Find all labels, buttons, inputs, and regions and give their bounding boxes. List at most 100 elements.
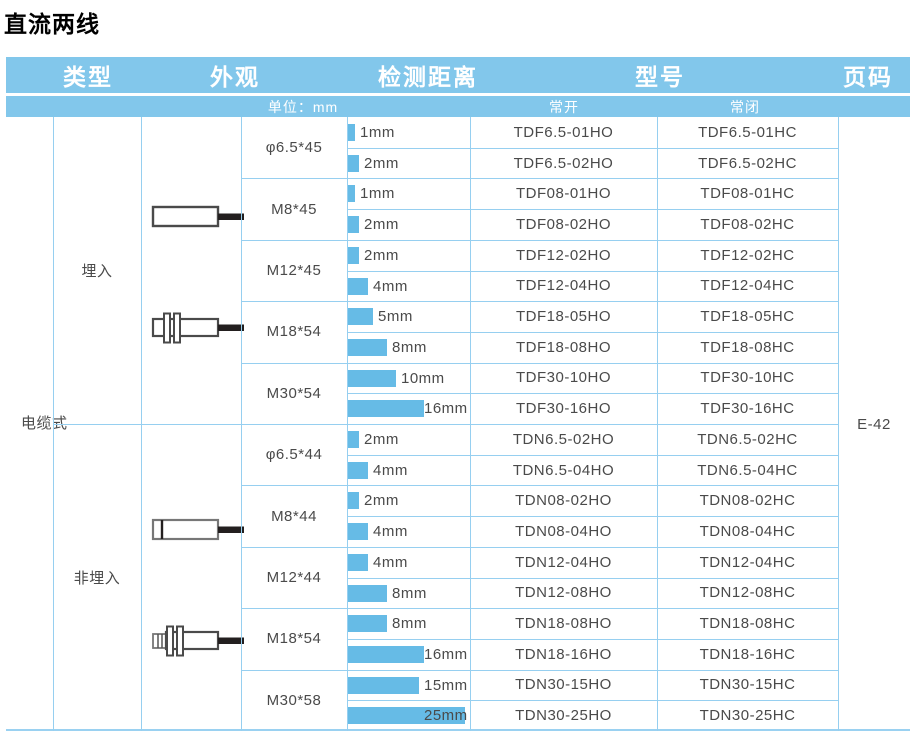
model-nc-cell: TDN12-04HC [699,553,796,571]
distance-bar [348,400,424,418]
distance-label: 4mm [373,461,408,479]
group-divider [241,178,838,180]
distance-bar [348,676,419,694]
group-divider [241,301,838,303]
model-nc-cell: TDF30-10HC [700,369,795,387]
distance-bar [348,216,359,234]
table-subheader: 单位：mm 常开 常闭 [6,96,910,117]
table-bottom-border [6,729,910,731]
sensor-flush-threaded-drawing [151,312,244,344]
model-nc-cell: TDF30-16HC [700,400,795,418]
distance-bar [348,707,465,725]
distance-label: 4mm [373,277,408,295]
model-no-cell: TDF08-02HO [515,215,612,233]
size-cell: φ6.5*44 [265,446,323,464]
group-divider [241,239,838,241]
model-no-cell: TDN12-08HO [515,584,612,602]
model-no-cell: TDN18-08HO [515,615,612,633]
header-page: 页码 [843,64,893,90]
model-no-cell: TDF12-04HO [515,277,612,295]
distance-label: 16mm [424,400,468,418]
mount-cell-non-flush: 非埋入 [73,570,121,587]
group-divider [241,546,838,548]
distance-bar [348,124,355,141]
distance-label: 15mm [424,676,468,694]
model-nc-cell: TDF6.5-01HC [698,123,797,141]
sensor-non-flush-threaded-drawing [152,625,244,657]
model-no-cell: TDN30-25HO [515,707,612,725]
distance-label: 1mm [360,124,395,141]
row-divider [347,700,838,702]
model-nc-cell: TDN18-08HC [699,615,796,633]
model-no-cell: TDN18-16HO [515,645,612,663]
row-divider [347,147,838,149]
distance-label: 8mm [392,584,427,602]
size-cell: M8*44 [271,507,317,525]
row-divider [347,270,838,272]
row-divider [347,577,838,579]
distance-bar [348,246,359,264]
header-appearance: 外观 [210,64,260,90]
category-label: 电缆式 [21,415,68,432]
subheader-unit: 单位：mm [267,98,339,115]
size-cell: M30*54 [266,384,322,402]
header-type: 类型 [63,64,113,90]
distance-label: 2mm [364,246,399,264]
distance-bar [348,461,368,479]
group-divider [241,608,838,610]
model-nc-cell: TDF12-02HC [700,246,795,264]
size-cell: M18*54 [266,323,322,341]
distance-bar [348,553,368,571]
distance-bar [348,185,355,203]
distance-label: 10mm [401,369,445,387]
distance-bar [348,584,387,602]
table-body: 电缆式 埋入 非埋入 E-42 [6,117,910,731]
subheader-normally-open: 常开 [549,98,579,115]
row-divider [347,454,838,456]
distance-bar [348,431,359,448]
row-divider [347,638,838,640]
model-no-cell: TDF18-05HO [515,308,612,326]
header-model: 型号 [635,64,685,90]
header-distance: 检测距离 [378,64,478,90]
distance-bar [348,308,373,326]
column-divider [838,117,839,731]
model-nc-cell: TDN18-16HC [699,645,796,663]
model-nc-cell: TDF18-08HC [700,338,795,356]
size-cell: M30*58 [266,691,322,709]
distance-label: 8mm [392,615,427,633]
distance-label: 16mm [424,645,468,663]
size-cell: M8*45 [271,200,317,218]
model-no-cell: TDN08-04HO [515,522,612,540]
model-nc-cell: TDN08-04HC [699,522,796,540]
distance-label: 25mm [424,707,468,725]
distance-label: 2mm [364,154,399,172]
model-nc-cell: TDF08-01HC [700,185,795,203]
model-nc-cell: TDN6.5-04HC [697,461,798,479]
model-nc-cell: TDN30-15HC [699,676,796,694]
distance-bar [348,523,368,541]
table-header: 类型 外观 检测距离 型号 页码 [6,57,910,93]
sensor-flush-smooth-drawing [151,205,244,228]
size-cell: M12*44 [266,568,322,586]
distance-bar [348,277,368,295]
distance-bar [348,369,396,387]
model-nc-cell: TDF08-02HC [700,215,795,233]
model-no-cell: TDF30-10HO [515,369,612,387]
distance-label: 2mm [364,492,399,510]
mount-cell-flush: 埋入 [81,263,113,280]
model-no-cell: TDF6.5-02HO [513,154,614,172]
model-nc-cell: TDN30-25HC [699,707,796,725]
model-nc-cell: TDN12-08HC [699,584,796,602]
page-code-cell: E-42 [857,415,891,433]
size-cell: M12*45 [266,261,322,279]
distance-bar [348,645,424,663]
distance-label: 2mm [364,216,399,234]
distance-label: 4mm [373,523,408,541]
model-no-cell: TDN6.5-04HO [512,461,615,479]
model-nc-cell: TDF12-04HC [700,277,795,295]
distance-label: 4mm [373,553,408,571]
distance-label: 8mm [392,338,427,356]
model-no-cell: TDF6.5-01HO [513,123,614,141]
